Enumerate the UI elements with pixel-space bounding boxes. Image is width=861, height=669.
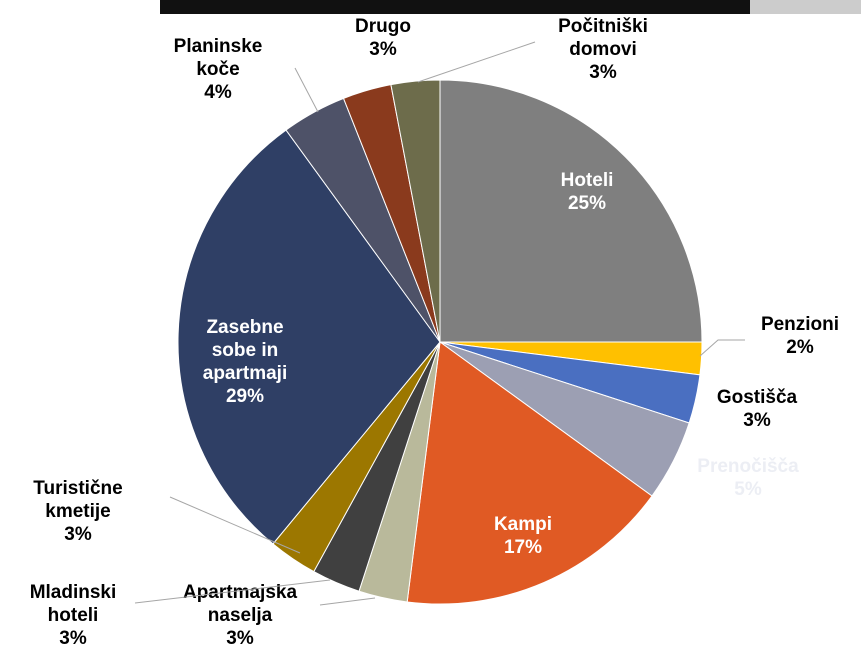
slice-label: Drugo 3% xyxy=(355,16,411,60)
value-label: 2% xyxy=(786,337,814,358)
category-line: kmetije xyxy=(45,501,110,522)
leader-line xyxy=(294,67,319,113)
category-label: Kampi xyxy=(494,514,552,535)
slice-label: Hoteli 25% xyxy=(561,170,614,214)
slice-label: Kampi 17% xyxy=(494,514,552,558)
category-label: Hoteli xyxy=(561,170,614,191)
slice-label: Penzioni 2% xyxy=(761,314,839,358)
value-label: 3% xyxy=(589,62,617,83)
top-bar-end xyxy=(750,0,861,14)
category-label: Planinske koče xyxy=(174,36,263,80)
value-label: 29% xyxy=(226,386,264,407)
value-label: 3% xyxy=(743,410,771,431)
category-line: Gostišča xyxy=(717,387,798,408)
slice-label: Turistične kmetije 3% xyxy=(33,478,122,545)
slice-label: Zasebne sobe in apartmaji 29% xyxy=(203,317,287,407)
category-label: Turistične kmetije xyxy=(33,478,122,522)
category-line: hoteli xyxy=(48,605,99,626)
value-label: 4% xyxy=(204,82,232,103)
top-bar xyxy=(160,0,750,14)
category-line: sobe in xyxy=(212,340,279,361)
value-label: 25% xyxy=(568,193,606,214)
slice-label: Prenočišča 5% xyxy=(697,456,799,500)
category-line: Apartmajska xyxy=(183,582,297,603)
category-line: Drugo xyxy=(355,16,411,37)
leader-line xyxy=(134,579,331,604)
category-line: Počitniški xyxy=(558,16,648,37)
value-label: 3% xyxy=(59,628,87,649)
category-line: Hoteli xyxy=(561,170,614,191)
value-label: 3% xyxy=(369,39,397,60)
slice-label: Počitniški domovi 3% xyxy=(558,16,648,83)
category-line: Turistične xyxy=(33,478,122,499)
value-label: 17% xyxy=(504,537,542,558)
value-label: 5% xyxy=(734,479,762,500)
category-label: Počitniški domovi xyxy=(558,16,648,60)
pie-slice xyxy=(439,79,703,343)
leader-line xyxy=(699,339,745,357)
category-line: Planinske xyxy=(174,36,263,57)
category-label: Prenočišča xyxy=(697,456,799,477)
category-line: koče xyxy=(196,59,239,80)
slice-label: Gostišča 3% xyxy=(717,387,798,431)
slice-label: Mladinski hoteli 3% xyxy=(30,582,117,649)
category-label: Penzioni xyxy=(761,314,839,335)
slice-label: Planinske koče 4% xyxy=(174,36,263,103)
value-label: 3% xyxy=(64,524,92,545)
category-line: apartmaji xyxy=(203,363,287,384)
category-line: Mladinski xyxy=(30,582,117,603)
category-line: Kampi xyxy=(494,514,552,535)
category-line: naselja xyxy=(208,605,273,626)
leader-line xyxy=(169,496,301,554)
pie-slice xyxy=(406,341,653,605)
value-label: 3% xyxy=(226,628,254,649)
category-label: Gostišča xyxy=(717,387,798,408)
category-line: Zasebne xyxy=(206,317,283,338)
pie-slice xyxy=(177,129,441,545)
leader-line xyxy=(417,41,536,83)
category-line: Penzioni xyxy=(761,314,839,335)
category-label: Zasebne sobe in apartmaji xyxy=(203,317,287,384)
leader-line xyxy=(319,597,376,606)
pie-slice xyxy=(390,79,441,343)
category-line: domovi xyxy=(569,39,637,60)
category-label: Drugo xyxy=(355,16,411,37)
category-line: Prenočišča xyxy=(697,456,799,477)
category-label: Mladinski hoteli xyxy=(30,582,117,626)
